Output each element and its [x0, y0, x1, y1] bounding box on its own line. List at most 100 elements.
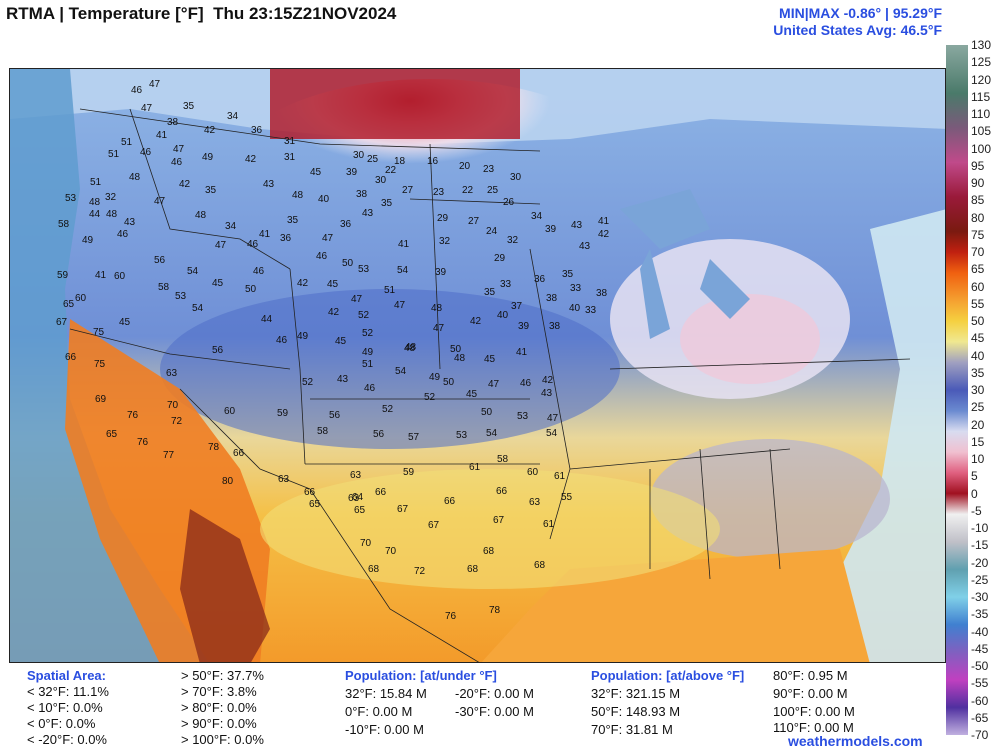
temperature-label: 51 — [384, 285, 396, 296]
temperature-label: 43 — [579, 241, 591, 252]
temperature-label: 52 — [358, 310, 370, 321]
temperature-label: 53 — [175, 291, 187, 302]
temperature-label: 70 — [360, 538, 372, 549]
temperature-label: 33 — [585, 305, 597, 316]
temperature-label: 47 — [488, 379, 500, 390]
temperature-label: 52 — [424, 392, 436, 403]
temperature-label: 63 — [350, 470, 362, 481]
colorbar-tick-label: -60 — [971, 693, 989, 708]
mid-blue-region — [160, 289, 620, 449]
population-above-item: 50°F: 148.93 M — [591, 704, 681, 719]
temperature-label: 60 — [75, 293, 87, 304]
temperature-label: 46 — [140, 147, 152, 158]
source-link[interactable]: weathermodels.com — [788, 733, 923, 749]
temperature-label: 63 — [166, 368, 178, 379]
temperature-label: 72 — [171, 416, 183, 427]
temperature-label: 58 — [58, 219, 70, 230]
temperature-label: 77 — [163, 450, 175, 461]
temperature-label: 38 — [167, 117, 179, 128]
temperature-label: 25 — [487, 185, 499, 196]
temperature-label: 48 — [404, 343, 416, 354]
temperature-label: 53 — [65, 193, 77, 204]
temperature-label: 42 — [598, 229, 610, 240]
colorbar-tick-label: 125 — [971, 55, 992, 70]
temperature-label: 66 — [233, 448, 245, 459]
temperature-label: 41 — [259, 229, 271, 240]
temperature-label: 54 — [397, 265, 409, 276]
temperature-label: 60 — [224, 406, 236, 417]
temperature-label: 27 — [402, 185, 414, 196]
temperature-label: 59 — [277, 408, 289, 419]
temperature-label: 75 — [94, 359, 106, 370]
temperature-label: 76 — [127, 410, 139, 421]
colorbar-tick-label: -30 — [971, 590, 989, 604]
temperature-label: 42 — [245, 154, 257, 165]
temperature-label: 56 — [154, 255, 166, 266]
spatial-area-item: < 10°F: 0.0% — [27, 700, 103, 715]
temperature-label: 40 — [497, 310, 509, 321]
temperature-label: 60 — [527, 467, 539, 478]
temperature-label: 68 — [368, 564, 380, 575]
temperature-label: 58 — [158, 282, 170, 293]
spatial-area-item: < 32°F: 11.1% — [27, 684, 109, 699]
temperature-label: 53 — [456, 430, 468, 441]
temperature-label: 50 — [342, 258, 354, 269]
colorbar-tick-label: 30 — [971, 383, 985, 397]
spatial-area-item: > 80°F: 0.0% — [181, 700, 257, 715]
colorbar-tick-label: 0 — [971, 486, 978, 501]
temperature-label: 67 — [56, 317, 68, 328]
temperature-label: 35 — [562, 269, 574, 280]
temperature-label: 45 — [310, 167, 322, 178]
temperature-label: 65 — [354, 505, 366, 516]
temperature-label: 42 — [204, 125, 216, 136]
temperature-label: 48 — [454, 353, 466, 364]
population-under-item: 32°F: 15.84 M — [345, 686, 427, 701]
temperature-label: 56 — [373, 429, 385, 440]
temperature-label: 46 — [520, 378, 532, 389]
population-under-item: -20°F: 0.00 M — [455, 686, 534, 701]
temperature-label: 75 — [93, 327, 105, 338]
temperature-label: 39 — [545, 224, 557, 235]
temperature-label: 52 — [362, 328, 374, 339]
spatial-area-item: > 50°F: 37.7% — [181, 668, 264, 683]
temperature-label: 42 — [297, 278, 309, 289]
colorbar-tick-label: -40 — [971, 624, 989, 639]
colorbar-tick-label: 115 — [971, 89, 991, 104]
temperature-label: 42 — [328, 307, 340, 318]
temperature-label: 49 — [82, 235, 94, 246]
temperature-label: 30 — [510, 172, 522, 183]
temperature-map[interactable]: 47 46 47 35 34 38 41 42 36 51 51 46 47 49 46 31 42 31 30 25… — [9, 68, 946, 663]
colorbar-tick-label: 120 — [971, 72, 992, 87]
temperature-label: 54 — [546, 428, 558, 439]
temperature-label: 67 — [493, 515, 505, 526]
temperature-label: 64 — [352, 492, 364, 503]
temperature-label: 51 — [108, 149, 120, 160]
temperature-label: 68 — [483, 546, 495, 557]
population-above-item: 70°F: 31.81 M — [591, 722, 673, 737]
temperature-label: 35 — [205, 185, 217, 196]
temperature-label: 39 — [346, 167, 358, 178]
temperature-label: 38 — [546, 293, 558, 304]
colorbar-tick-label: 45 — [971, 331, 985, 346]
temperature-label: 63 — [348, 493, 360, 504]
temperature-label: 24 — [486, 226, 498, 237]
colorbar-tick-label: -20 — [971, 555, 989, 570]
temperature-label: 34 — [227, 111, 239, 122]
temperature-label: 44 — [89, 209, 101, 220]
temperature-label: 63 — [529, 497, 541, 508]
cold-core-top — [270, 69, 520, 139]
colorbar-tick-label: 130 — [971, 38, 992, 52]
temperature-label: 16 — [427, 156, 439, 167]
temperature-label: 56 — [329, 410, 341, 421]
colorbar-tick-label: 55 — [971, 296, 985, 311]
temperature-label: 67 — [397, 504, 409, 515]
temperature-label: 43 — [362, 208, 374, 219]
temperature-label: 46 — [247, 239, 259, 250]
temperature-label: 46 — [171, 157, 183, 168]
colorbar-tick-label: -55 — [971, 676, 989, 691]
temperature-label: 55 — [561, 492, 573, 503]
temperature-label: 69 — [95, 394, 107, 405]
temperature-label: 51 — [362, 359, 374, 370]
temperature-label: 68 — [534, 560, 546, 571]
population-above-item: 80°F: 0.95 M — [773, 668, 848, 683]
